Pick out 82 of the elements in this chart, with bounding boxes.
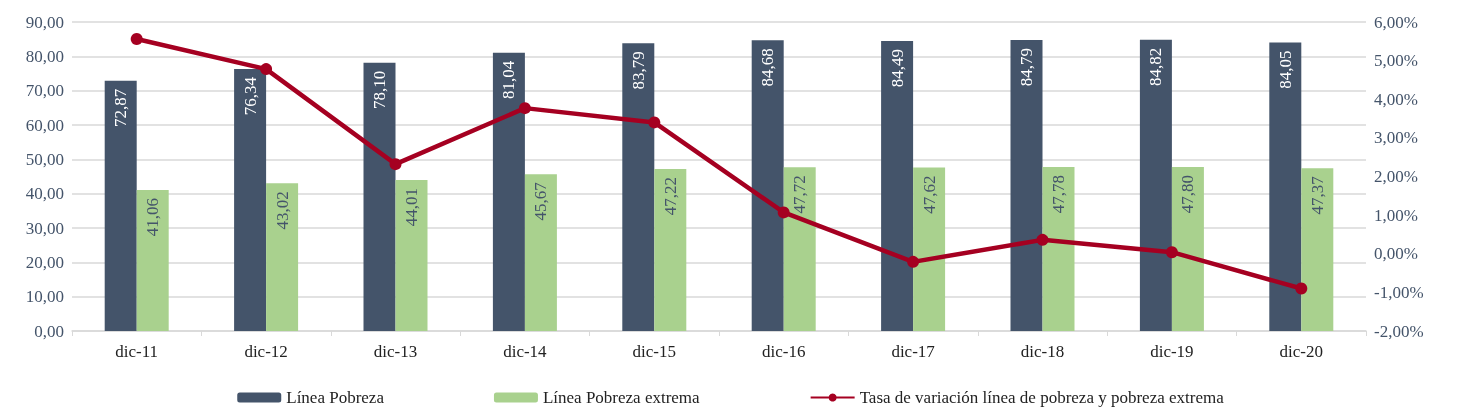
legend-label: Línea Pobreza — [286, 388, 385, 407]
bar — [395, 179, 428, 331]
y2-tick-label: 4,00% — [1374, 89, 1418, 109]
x-tick-label: dic-13 — [373, 342, 418, 361]
y2-tick-label: 5,00% — [1374, 51, 1418, 71]
data-label: 45,67 — [531, 181, 551, 221]
bar — [1042, 166, 1075, 331]
y-tick-label: 60,00 — [25, 115, 64, 135]
legend-label: Tasa de variación línea de pobreza y pobreza extrema — [859, 388, 1225, 407]
y-tick-label: 0,00 — [34, 321, 64, 341]
point — [518, 102, 531, 115]
bar — [654, 168, 687, 331]
bar — [622, 43, 655, 331]
x-tick-label: dic-19 — [1150, 342, 1194, 361]
data-label: 47,80 — [1178, 174, 1198, 214]
y-tick-label: 10,00 — [25, 287, 64, 307]
bar — [1139, 39, 1172, 331]
bar — [492, 52, 525, 331]
data-label: 84,68 — [758, 48, 778, 87]
data-label: 47,72 — [790, 175, 810, 214]
bar — [363, 62, 396, 331]
point — [389, 158, 402, 171]
y-tick-label: 70,00 — [25, 81, 64, 101]
point — [1036, 233, 1049, 246]
x-tick-label: dic-20 — [1279, 342, 1324, 361]
data-label: 84,82 — [1146, 47, 1166, 87]
data-label: 78,10 — [370, 70, 389, 110]
x-tick-label: dic-14 — [503, 342, 548, 361]
y-tick-label: 80,00 — [25, 46, 64, 66]
bar — [783, 167, 816, 331]
bar — [913, 167, 946, 331]
y2-tick-label: 3,00% — [1374, 128, 1418, 148]
y2-tick-label: 2,00% — [1374, 167, 1418, 186]
bar — [524, 174, 557, 331]
point — [1295, 282, 1308, 295]
bar — [234, 68, 267, 331]
bar — [881, 40, 914, 331]
x-tick-label: dic-18 — [1020, 342, 1065, 361]
x-tick-label: dic-11 — [115, 342, 159, 361]
bar — [136, 190, 169, 331]
x-tick-label: dic-15 — [632, 342, 677, 361]
data-label: 76,34 — [240, 76, 260, 116]
bar — [1171, 166, 1204, 331]
data-label: 84,49 — [887, 48, 907, 88]
data-label: 81,04 — [499, 60, 519, 100]
y-tick-label: 20,00 — [25, 252, 64, 272]
point — [260, 63, 273, 76]
x-tick-label: dic-16 — [761, 342, 806, 361]
y2-tick-label: 1,00% — [1374, 205, 1418, 225]
y2-tick-label: 0,00% — [1374, 244, 1418, 264]
data-label: 44,01 — [402, 187, 421, 227]
point — [777, 206, 790, 219]
bar — [104, 80, 137, 331]
y-tick-label: 90,00 — [25, 12, 64, 32]
data-label: 83,79 — [628, 51, 648, 90]
legend-label: Línea Pobreza extrema — [542, 388, 701, 407]
point — [1165, 246, 1178, 259]
data-label: 43,02 — [272, 191, 292, 230]
point — [130, 33, 143, 45]
data-label: 47,62 — [919, 175, 939, 214]
x-tick-label: dic-17 — [891, 342, 936, 361]
bar — [1269, 42, 1302, 331]
y-tick-label: 50,00 — [25, 149, 64, 169]
y2-tick-label: -1,00% — [1374, 282, 1424, 302]
y2-tick-label: 6,00% — [1374, 12, 1418, 32]
y-tick-label: 40,00 — [25, 184, 64, 204]
y-tick-label: 30,00 — [25, 218, 64, 238]
data-label: 41,06 — [143, 198, 163, 237]
bar — [1010, 39, 1043, 331]
data-label: 47,37 — [1307, 175, 1327, 215]
x-tick-label: dic-12 — [244, 342, 288, 361]
point — [907, 255, 920, 268]
bar — [1301, 168, 1334, 331]
data-label: 47,22 — [660, 176, 680, 216]
point — [648, 116, 661, 129]
data-label: 84,05 — [1275, 50, 1295, 89]
data-label: 84,79 — [1017, 47, 1036, 87]
data-label: 72,87 — [111, 88, 131, 128]
bar — [751, 40, 784, 331]
data-label: 47,78 — [1049, 174, 1068, 214]
y2-tick-label: -2,00% — [1374, 321, 1424, 341]
bar — [266, 183, 299, 331]
